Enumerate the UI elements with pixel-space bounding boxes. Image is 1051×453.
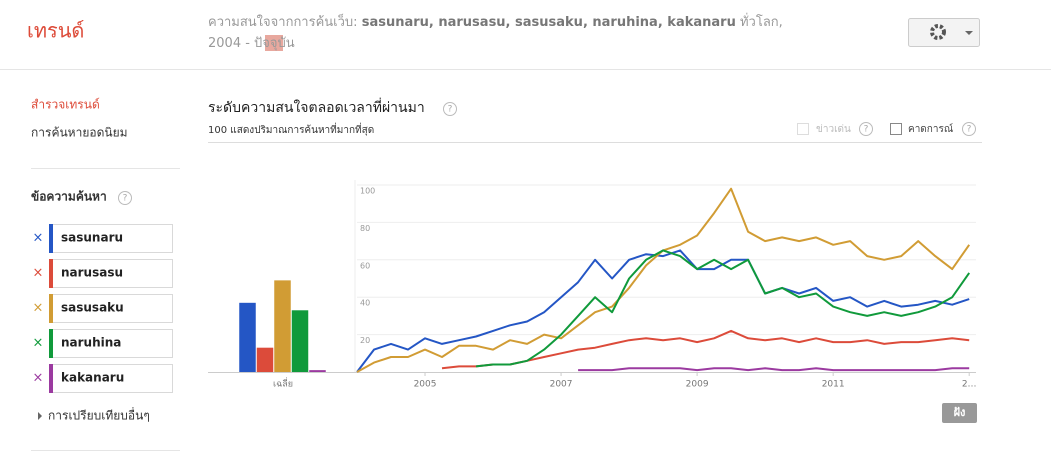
term-name[interactable]: naruhina — [61, 336, 121, 350]
remove-term[interactable]: × — [33, 336, 44, 351]
gear-icon — [930, 24, 946, 40]
y-tick-label: 80 — [360, 224, 370, 233]
term-box[interactable] — [49, 364, 173, 393]
term-box[interactable] — [49, 329, 173, 358]
help-icon[interactable] — [962, 122, 976, 136]
help-text[interactable]: ? — [123, 194, 128, 204]
term-name[interactable]: sasunaru — [61, 231, 123, 245]
series-line — [356, 249, 970, 373]
term-name[interactable]: sasusaku — [61, 301, 124, 315]
nav-link[interactable]: การค้นหายอดนิยม — [31, 126, 128, 140]
average-bar — [309, 370, 326, 372]
x-tick-label: 2011 — [822, 380, 845, 390]
average-bar — [256, 347, 274, 372]
help-icon[interactable] — [443, 102, 457, 116]
term-color — [49, 364, 53, 393]
logo[interactable]: เทรนด์ — [27, 19, 84, 43]
x-tick-label: 2… — [962, 380, 977, 390]
term-color — [49, 294, 53, 323]
chart-title: ระดับความสนใจตลอดเวลาที่ผ่านมา — [208, 98, 425, 116]
average-bar — [274, 280, 291, 372]
series-line — [578, 367, 970, 372]
average-bar — [239, 302, 256, 372]
expand-arrow — [38, 412, 42, 420]
average-label: เฉลี่ย — [273, 377, 293, 390]
x-tick-label: 2005 — [414, 380, 437, 390]
help-icon[interactable] — [118, 191, 132, 205]
news-label[interactable]: ข่าวเด่น — [816, 124, 851, 135]
dropdown-arrow — [965, 31, 973, 35]
search-heading: ข้อความค้นหา — [31, 190, 107, 204]
x-tick-label: 2009 — [686, 380, 709, 390]
y-tick-label: 40 — [360, 299, 370, 308]
help-icon[interactable] — [859, 122, 873, 136]
news-checkbox[interactable] — [797, 123, 809, 135]
forecast-label[interactable]: คาดการณ์ — [908, 123, 953, 135]
embed-button[interactable] — [942, 403, 977, 423]
term-box[interactable] — [49, 259, 173, 288]
remove-term[interactable]: × — [33, 231, 44, 246]
term-name[interactable]: narusasu — [61, 266, 123, 280]
term-color — [49, 329, 53, 358]
description-prefix: ความสนใจจากการค้นเว็บ: — [208, 15, 358, 30]
series-line — [356, 187, 971, 373]
description-suffix: ทั่วโลก, 2004 - ปัจจุบัน — [208, 15, 783, 51]
x-tick-label: 2007 — [550, 380, 573, 390]
remove-term[interactable]: × — [33, 301, 44, 316]
help-text[interactable]: ? — [448, 105, 453, 115]
remove-term[interactable]: × — [33, 371, 44, 386]
term-box[interactable] — [49, 224, 173, 253]
header-description: ความสนใจจากการค้นเว็บ: sasunaru, narusas… — [208, 12, 808, 54]
gplus-icon[interactable] — [265, 35, 283, 51]
term-color — [49, 224, 53, 253]
more-link[interactable]: การเปรียบเทียบอื่นๆ — [48, 407, 150, 423]
help-text[interactable]: ? — [967, 125, 972, 135]
search-terms: sasunaru, narusasu, sasusaku, naruhina, … — [361, 15, 736, 30]
help-text[interactable]: ? — [864, 125, 869, 135]
y-tick-label: 100 — [360, 187, 375, 196]
embed-label[interactable]: ฝัง — [954, 406, 966, 419]
average-bar — [291, 310, 309, 372]
series-line — [441, 329, 970, 370]
remove-term[interactable]: × — [33, 266, 44, 281]
series-line — [475, 249, 971, 368]
forecast-checkbox[interactable] — [890, 123, 902, 135]
y-tick-label: 20 — [360, 336, 370, 345]
nav-link[interactable]: สำรวจเทรนด์ — [31, 98, 100, 112]
term-name[interactable]: kakanaru — [61, 371, 124, 385]
y-tick-label: 60 — [360, 261, 370, 270]
chart-subtitle: 100 แสดงปริมาณการค้นหาที่มากที่สุด — [208, 122, 374, 136]
term-color — [49, 259, 53, 288]
